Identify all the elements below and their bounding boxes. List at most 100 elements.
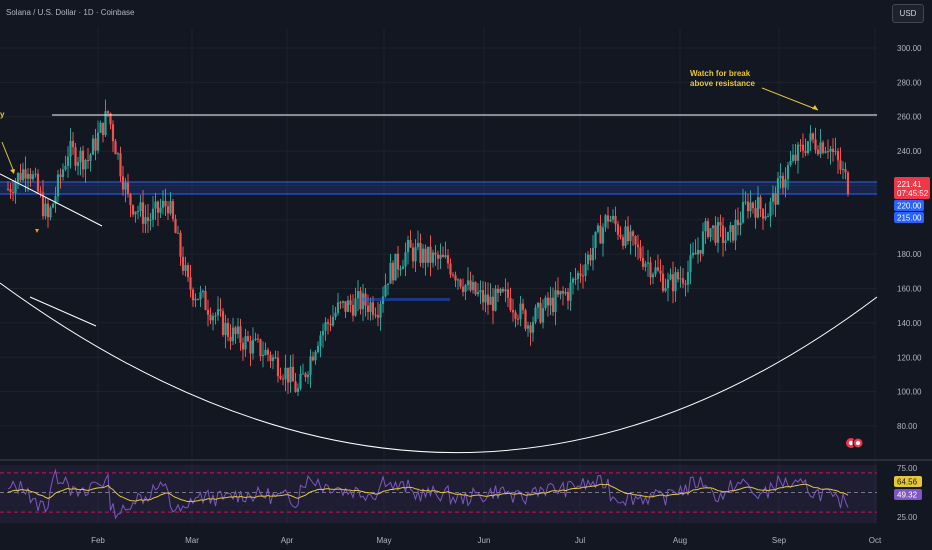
candle-body [681, 278, 685, 284]
candle-body [441, 254, 445, 257]
candle-body [151, 208, 155, 220]
candle-body [221, 311, 225, 336]
candle-body [621, 237, 625, 246]
candle-body [149, 219, 152, 221]
candle-body [466, 280, 470, 286]
candle-body [331, 316, 335, 326]
candle-body [759, 197, 762, 209]
rsi-tick-label: 75.00 [897, 464, 918, 473]
candle-body [491, 296, 495, 311]
candle-body [481, 290, 485, 303]
candle-body [804, 150, 807, 154]
candle-body [89, 154, 92, 161]
candle-body [666, 279, 670, 289]
rsi-value-tag [894, 476, 922, 487]
trendline-lower[interactable] [29, 296, 97, 327]
candle-body [716, 222, 720, 243]
candle-body [709, 228, 712, 238]
candle-body [336, 302, 340, 313]
candle-body [436, 254, 440, 259]
candle-body [769, 201, 772, 217]
rounding-bottom-arc[interactable] [0, 282, 878, 453]
candle-body [531, 322, 535, 333]
candle-body [271, 357, 275, 362]
price-tick-label: 100.00 [897, 388, 922, 397]
rsi-value: 64.56 [897, 478, 918, 487]
candle-body [794, 154, 797, 161]
candle-body [236, 326, 240, 334]
countdown-timer: 07:45:52 [897, 189, 929, 198]
candle-body [339, 302, 342, 304]
candle-body [159, 207, 162, 213]
candle-body [601, 227, 605, 244]
arrow-head [10, 169, 15, 174]
candle-body [199, 292, 202, 300]
range-marker [362, 298, 450, 301]
candle-body [814, 139, 817, 150]
candle-body [256, 338, 260, 340]
candle-body [274, 357, 277, 359]
time-axis[interactable]: Feb Mar Apr May Jun Jul Aug Sep Oct [91, 536, 882, 545]
candle-body [846, 172, 850, 194]
candle-body [9, 189, 12, 193]
alert-icon[interactable] [852, 437, 864, 449]
candle-body [374, 314, 377, 316]
candle-body [124, 182, 127, 190]
candle-body [334, 312, 337, 317]
candle-body [154, 201, 157, 209]
candle-body [309, 356, 312, 375]
candle-body [546, 297, 550, 306]
candle-body [141, 202, 145, 224]
candle-body [479, 290, 482, 293]
candle-body [29, 173, 32, 180]
candle-body [529, 325, 532, 333]
candle-body [499, 288, 502, 293]
candle-body [771, 193, 775, 202]
rsi-value: 49.32 [897, 491, 918, 500]
candle-body [136, 210, 140, 212]
candle-body [789, 160, 792, 166]
price-axis[interactable]: 80.00100.00120.00140.00160.00180.00200.0… [897, 44, 922, 522]
candle-body [181, 256, 185, 271]
candle-body [569, 282, 572, 301]
candle-body [49, 207, 52, 218]
candle-body [84, 160, 87, 170]
candle-body [699, 249, 702, 254]
level-price-value: 220.00 [897, 202, 922, 211]
candle-body [51, 203, 55, 208]
price-tick-label: 180.00 [897, 250, 922, 259]
candle-body [66, 156, 70, 167]
candle-body [301, 373, 305, 375]
currency-button[interactable]: USD [892, 4, 924, 23]
rsi-background-band [0, 465, 877, 523]
candle-body [694, 252, 697, 255]
candle-body [349, 300, 352, 305]
candle-body [261, 354, 265, 357]
trendline-upper[interactable] [0, 173, 103, 227]
candle-body [126, 182, 130, 194]
candle-body [654, 267, 657, 275]
candle-body [464, 285, 467, 292]
candle-body [206, 309, 210, 315]
candle-body [411, 247, 415, 262]
candle-body [719, 222, 722, 226]
candle-body [644, 263, 647, 267]
candle-body [376, 315, 380, 318]
candle-body [91, 138, 95, 155]
candle-body [321, 330, 325, 336]
candle-body [631, 231, 635, 237]
candle-body [99, 122, 102, 133]
candle-body [14, 182, 17, 194]
candle-body [461, 286, 465, 292]
rsi-indicator [7, 468, 849, 520]
candle-body [96, 132, 100, 151]
candle-body [521, 303, 525, 311]
candle-body [241, 342, 245, 350]
annotation-partial: y [0, 110, 5, 119]
candle-body [211, 315, 215, 321]
candle-body [39, 191, 42, 193]
time-tick-label: May [376, 536, 391, 545]
candle-body [279, 376, 282, 379]
candle-body [86, 160, 90, 162]
